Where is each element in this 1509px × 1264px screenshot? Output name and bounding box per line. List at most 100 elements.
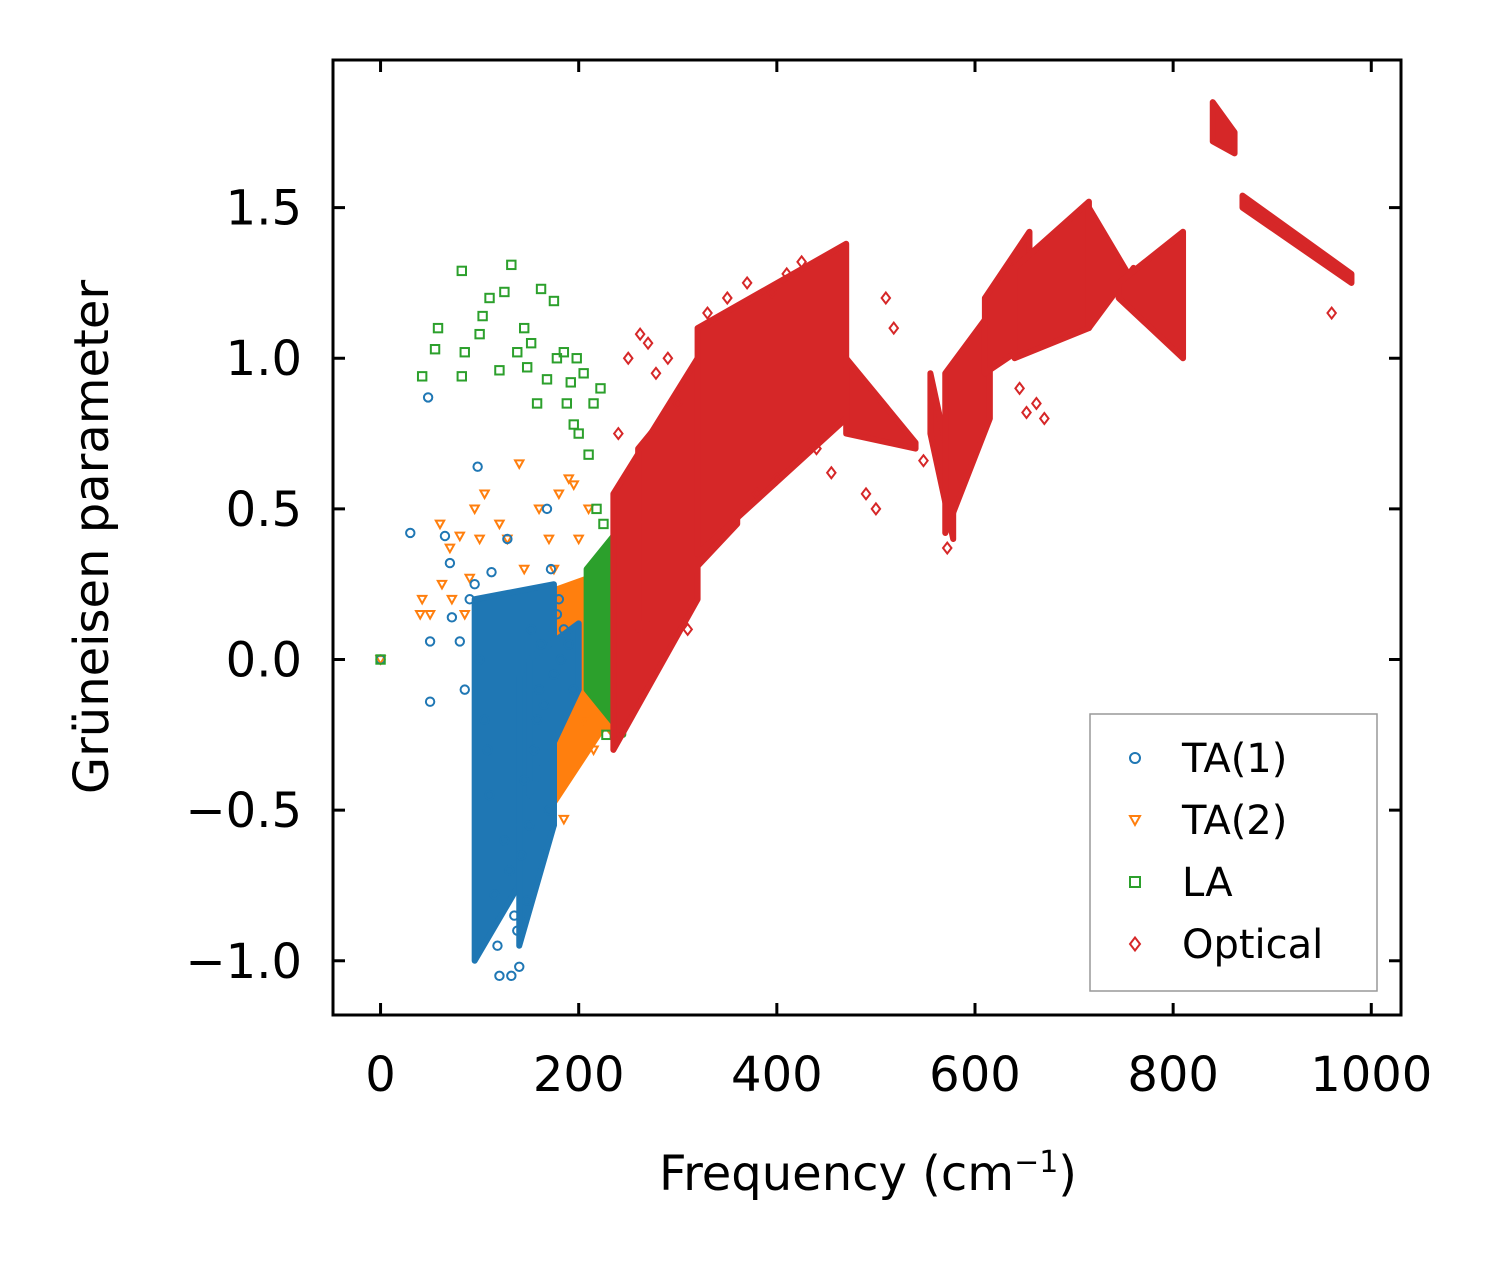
- x-tick-label: 600: [929, 1047, 1021, 1103]
- data-point: [486, 566, 497, 578]
- legend-label: LA: [1182, 860, 1233, 906]
- legend: TA(1) TA(2) LA Optical: [1089, 713, 1378, 992]
- data-point: [424, 696, 436, 707]
- data-point: [504, 865, 515, 876]
- data-point: [662, 351, 674, 366]
- dense-point-cluster: [526, 620, 582, 799]
- data-point: [1030, 396, 1042, 411]
- data-point: [796, 254, 808, 269]
- dense-point-cluster: [843, 355, 919, 452]
- data-point: [531, 398, 543, 409]
- y-tick-label: 1.5: [226, 181, 302, 237]
- data-point: [811, 441, 822, 456]
- data-point: [538, 699, 550, 710]
- x-tick-label: 1000: [1310, 1047, 1432, 1103]
- data-point: [551, 609, 563, 620]
- data-point: [551, 353, 563, 364]
- plot-frame: [331, 58, 1403, 1017]
- data-point: [650, 366, 662, 381]
- data-point: [521, 895, 533, 906]
- data-point: [558, 624, 570, 635]
- data-point: [548, 669, 560, 680]
- data-point: [721, 290, 733, 306]
- data-point: [459, 684, 470, 695]
- data-point: [622, 351, 634, 366]
- data-point: [568, 419, 579, 430]
- data-point: [519, 774, 530, 786]
- data-point: [870, 501, 882, 516]
- y-tick-label: −0.5: [185, 783, 302, 839]
- legend-box: [1089, 713, 1378, 992]
- data-point: [543, 804, 555, 816]
- data-point: [509, 910, 520, 921]
- legend-marker: [1129, 876, 1141, 888]
- y-tick-label: −1.0: [185, 934, 302, 990]
- x-tick-label: 0: [365, 1047, 396, 1103]
- data-point: [424, 609, 436, 621]
- data-point: [535, 283, 547, 295]
- data-point: [582, 504, 595, 516]
- y-axis-label: Grüneisen parameter: [64, 280, 120, 795]
- data-point: [439, 530, 451, 542]
- data-point: [825, 465, 837, 480]
- data-point: [453, 531, 466, 543]
- data-point: [634, 327, 646, 342]
- data-point: [434, 519, 446, 531]
- data-point: [444, 557, 456, 569]
- data-point: [513, 459, 526, 470]
- data-point: [591, 503, 602, 515]
- data-point: [514, 961, 525, 972]
- data-point: [493, 519, 506, 531]
- data-point: [533, 684, 545, 695]
- data-point: [512, 347, 523, 358]
- data-point: [571, 353, 582, 364]
- data-point: [478, 489, 491, 501]
- data-point: [531, 714, 543, 725]
- data-point: [519, 322, 530, 334]
- data-point: [555, 654, 567, 665]
- data-marks: [374, 99, 1355, 982]
- data-point: [482, 744, 493, 756]
- data-point: [456, 371, 467, 382]
- data-point: [533, 504, 545, 516]
- data-point: [518, 564, 531, 576]
- data-point: [375, 654, 386, 665]
- data-point: [595, 383, 606, 394]
- data-point: [405, 527, 416, 539]
- data-point: [563, 639, 574, 650]
- data-point: [578, 368, 589, 379]
- data-point: [436, 579, 448, 591]
- data-point: [1038, 411, 1050, 426]
- data-point: [499, 286, 510, 298]
- data-point: [474, 328, 485, 340]
- data-point: [577, 715, 590, 727]
- data-point: [568, 684, 579, 695]
- data-point: [766, 284, 778, 300]
- data-point: [588, 398, 599, 409]
- data-point: [587, 745, 600, 757]
- data-point: [553, 594, 565, 605]
- legend-label: Optical: [1182, 922, 1323, 968]
- dense-point-cluster: [1115, 228, 1187, 362]
- data-point: [682, 622, 694, 637]
- legend-label: TA(1): [1181, 736, 1287, 782]
- data-point: [572, 534, 585, 546]
- y-tick-label: 0.0: [226, 633, 302, 689]
- data-point: [502, 533, 513, 545]
- data-point: [432, 322, 444, 334]
- data-point: [422, 392, 434, 403]
- legend-marker: [1128, 935, 1142, 953]
- data-point: [562, 474, 575, 486]
- data-point: [525, 337, 537, 349]
- data-point: [771, 471, 783, 486]
- data-point: [598, 518, 609, 530]
- data-point: [484, 789, 495, 801]
- data-point: [541, 503, 553, 515]
- data-point: [702, 305, 713, 321]
- series-optical: [610, 99, 1355, 753]
- series-ta-1-: [375, 392, 582, 982]
- data-point: [528, 744, 540, 756]
- data-point: [548, 295, 560, 307]
- data-point: [1021, 405, 1032, 420]
